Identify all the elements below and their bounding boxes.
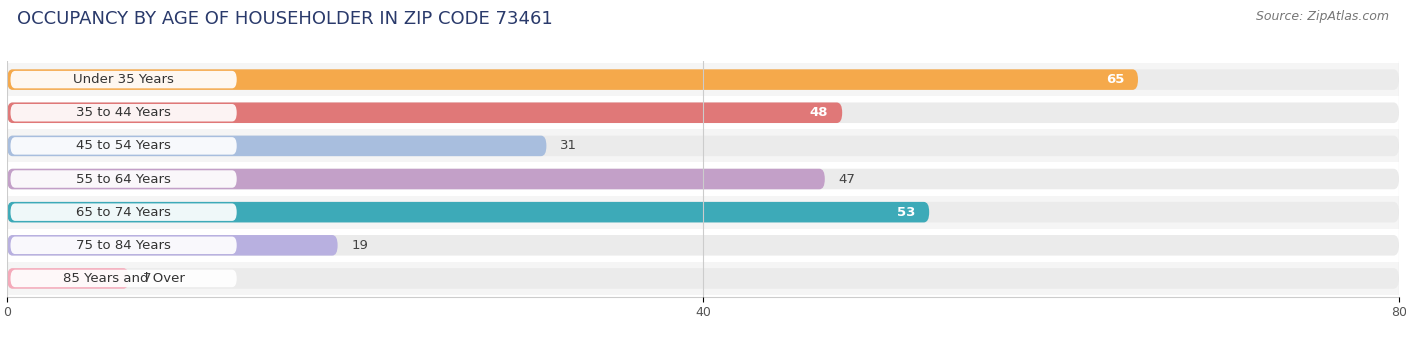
FancyBboxPatch shape: [7, 103, 842, 123]
FancyBboxPatch shape: [10, 237, 236, 254]
FancyBboxPatch shape: [10, 270, 236, 287]
Bar: [7, 229, 1399, 262]
Text: 85 Years and Over: 85 Years and Over: [63, 272, 184, 285]
Text: 7: 7: [143, 272, 152, 285]
Text: 75 to 84 Years: 75 to 84 Years: [76, 239, 172, 252]
FancyBboxPatch shape: [7, 268, 129, 289]
FancyBboxPatch shape: [7, 169, 825, 189]
Text: 19: 19: [352, 239, 368, 252]
Bar: [7, 96, 1399, 129]
FancyBboxPatch shape: [7, 235, 337, 255]
Text: 47: 47: [839, 173, 856, 186]
Bar: [7, 129, 1399, 162]
Bar: [7, 196, 1399, 229]
FancyBboxPatch shape: [10, 104, 236, 121]
FancyBboxPatch shape: [7, 69, 1399, 90]
Text: Source: ZipAtlas.com: Source: ZipAtlas.com: [1256, 10, 1389, 23]
Text: 55 to 64 Years: 55 to 64 Years: [76, 173, 172, 186]
FancyBboxPatch shape: [7, 136, 547, 156]
Text: OCCUPANCY BY AGE OF HOUSEHOLDER IN ZIP CODE 73461: OCCUPANCY BY AGE OF HOUSEHOLDER IN ZIP C…: [17, 10, 553, 28]
Bar: [7, 162, 1399, 196]
FancyBboxPatch shape: [7, 268, 1399, 289]
FancyBboxPatch shape: [10, 71, 236, 88]
Bar: [7, 262, 1399, 295]
FancyBboxPatch shape: [7, 202, 1399, 222]
Text: 48: 48: [810, 106, 828, 119]
Text: 45 to 54 Years: 45 to 54 Years: [76, 139, 172, 152]
FancyBboxPatch shape: [7, 103, 1399, 123]
Text: 35 to 44 Years: 35 to 44 Years: [76, 106, 172, 119]
Text: Under 35 Years: Under 35 Years: [73, 73, 174, 86]
Text: 65: 65: [1105, 73, 1123, 86]
FancyBboxPatch shape: [7, 69, 1137, 90]
Text: 65 to 74 Years: 65 to 74 Years: [76, 206, 172, 219]
FancyBboxPatch shape: [10, 170, 236, 188]
FancyBboxPatch shape: [10, 204, 236, 221]
FancyBboxPatch shape: [7, 169, 1399, 189]
Text: 53: 53: [897, 206, 915, 219]
FancyBboxPatch shape: [7, 202, 929, 222]
Bar: [7, 63, 1399, 96]
FancyBboxPatch shape: [7, 235, 1399, 255]
FancyBboxPatch shape: [7, 136, 1399, 156]
Text: 31: 31: [561, 139, 578, 152]
FancyBboxPatch shape: [10, 137, 236, 154]
